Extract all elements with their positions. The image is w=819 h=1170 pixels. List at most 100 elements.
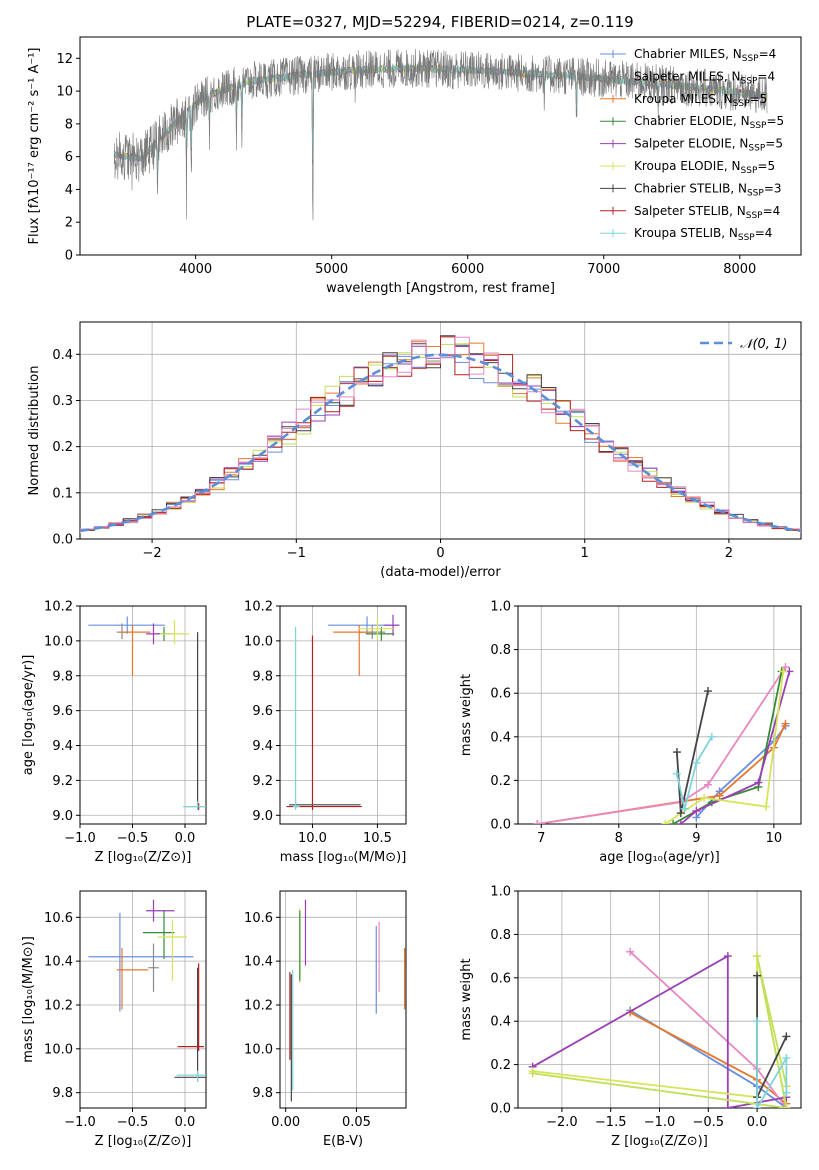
legend-label: Salpeter MILES, NSSP=4 (634, 69, 775, 86)
legend: 𝒩(0, 1) (700, 337, 787, 352)
x-axis-label: mass [log₁₀(M/M⊙)] (280, 850, 407, 865)
weight-marker (703, 687, 712, 696)
y-tick-label: 2 (65, 216, 73, 231)
x-tick-label: −1.0 (644, 1115, 676, 1130)
weight-marker (676, 820, 685, 824)
x-tick-label: 10.0 (298, 831, 327, 846)
y-tick-label: 0.1 (52, 486, 73, 501)
y-tick-label: 9.8 (52, 1086, 73, 1101)
y-tick-label: 9.4 (52, 739, 73, 754)
y-tick-label: 10.4 (44, 955, 73, 970)
x-tick-label: 4000 (179, 262, 212, 277)
panel-mass_weight_vs_age: 7 8 9 10 0.0 0.2 0.4 0.6 0.8 1.0 age [log₁₀(age/yr… (459, 600, 802, 865)
legend-label-tail: =4 (757, 69, 775, 83)
legend-label-sub: SSP (741, 166, 758, 176)
x-tick-label: 8000 (723, 262, 756, 277)
y-tick-label: 4 (65, 183, 73, 198)
panel-mass_vs_ebv: 0.00 0.05 9.8 10.0 10.2 10.4 10.6 E(B-V) (244, 890, 407, 1149)
y-tick-label: 0.0 (52, 533, 73, 548)
y-tick-label: 8 (65, 117, 73, 132)
x-tick-label: −1.0 (64, 1115, 96, 1130)
weight-marker (692, 758, 701, 767)
weight-marker (669, 820, 678, 824)
y-tick-label: 0.2 (490, 1058, 511, 1073)
y-tick-label: 9.6 (52, 704, 73, 719)
legend-label-main: Salpeter ELODIE, N (634, 137, 748, 151)
y-tick-label: 10.0 (44, 1042, 73, 1057)
legend-label: Salpeter STELIB, NSSP=4 (634, 204, 780, 221)
weight-marker (781, 663, 790, 672)
y-tick-label: 0.4 (52, 348, 73, 363)
x-tick-label: 0.00 (271, 1115, 300, 1130)
y-tick-label: 9.2 (252, 774, 273, 789)
x-tick-label: −1 (287, 546, 306, 561)
x-axis-label: E(B-V) (323, 1134, 363, 1149)
y-tick-label: 10.0 (44, 634, 73, 649)
panel-mass_weight_vs_Z: −2.0 −1.5 −1.0 −0.5 0.0 0.0 0.2 0.4 0.6 0.8 1.0 Z [… (459, 885, 802, 1149)
y-tick-label: 0 (65, 249, 73, 264)
legend-label-tail: =5 (766, 114, 784, 128)
weight-marker (715, 791, 724, 800)
weight-marker (782, 1088, 791, 1097)
legend-label-tail: =4 (755, 226, 773, 240)
weight-line-kroupa_stelib (676, 736, 713, 809)
plot-area (88, 616, 206, 811)
weight-marker (703, 780, 712, 789)
legend-label-tail: =5 (765, 137, 783, 151)
weight-line-kroupa_miles (537, 723, 787, 824)
x-tick-label: 1 (581, 546, 589, 561)
plot-area (113, 48, 768, 221)
y-axis-label: age [log₁₀(age/yr)] (21, 655, 36, 776)
y-tick-label: 9.8 (52, 669, 73, 684)
y-tick-label: 10.2 (44, 998, 73, 1013)
y-tick-label: 0.4 (490, 1015, 511, 1030)
weight-marker (626, 947, 635, 956)
weight-line-salpeter_elodie (680, 671, 791, 824)
legend-label: Salpeter ELODIE, NSSP=5 (634, 137, 783, 154)
axes-frame (279, 605, 407, 825)
panel-residuals: −2 −1 0 1 2 0.0 0.1 0.2 0.3 0.4 (data-model)/error… (27, 321, 802, 580)
y-tick-label: 1.0 (490, 885, 511, 900)
weight-marker (676, 809, 685, 818)
plot-area (289, 899, 406, 1102)
weight-line-chabrier_elodie_hist (532, 955, 788, 1108)
weight-marker (672, 769, 681, 778)
figure-title: PLATE=0327, MJD=52294, FIBERID=0214, z=0… (246, 13, 633, 31)
weight-marker (672, 748, 681, 757)
y-tick-label: 9.4 (252, 739, 273, 754)
legend-label: Chabrier ELODIE, NSSP=5 (634, 114, 784, 131)
x-tick-label: 7 (537, 831, 545, 846)
legend-label-main: Chabrier ELODIE, N (634, 114, 750, 128)
y-tick-label: 0.0 (490, 818, 511, 833)
legend-label: Kroupa MILES, NSSP=5 (634, 92, 767, 109)
y-axis-label: mass weight (459, 958, 474, 1040)
legend-label-main: Kroupa STELIB, N (634, 226, 738, 240)
y-tick-label: 10.2 (44, 600, 73, 615)
weight-marker (533, 820, 542, 824)
axes-frame (79, 321, 802, 540)
y-tick-label: 10.6 (244, 911, 273, 926)
y-tick-label: 10.2 (244, 600, 273, 615)
legend-label-sub: SSP (741, 76, 758, 86)
observed-spectrum (113, 48, 768, 221)
y-tick-label: 9.0 (52, 809, 73, 824)
weight-marker (754, 778, 763, 787)
y-tick-label: 0.6 (490, 687, 511, 702)
x-tick-label: −2 (143, 546, 162, 561)
weight-marker (782, 1054, 791, 1063)
y-tick-label: 9.8 (252, 669, 273, 684)
axes-frame (79, 605, 207, 825)
weight-marker (661, 820, 670, 824)
weight-marker (782, 1104, 791, 1108)
plot-area (286, 614, 400, 811)
y-tick-label: 10 (56, 85, 73, 100)
plot-area (528, 947, 791, 1108)
y-tick-label: 9.8 (252, 1086, 273, 1101)
legend-label-sub: SSP (733, 99, 750, 109)
weight-marker (723, 952, 732, 961)
x-axis-label: Z [log₁₀(Z/Z⊙)] (611, 1134, 708, 1149)
x-tick-label: 2 (725, 546, 733, 561)
x-tick-label: 0 (436, 546, 444, 561)
